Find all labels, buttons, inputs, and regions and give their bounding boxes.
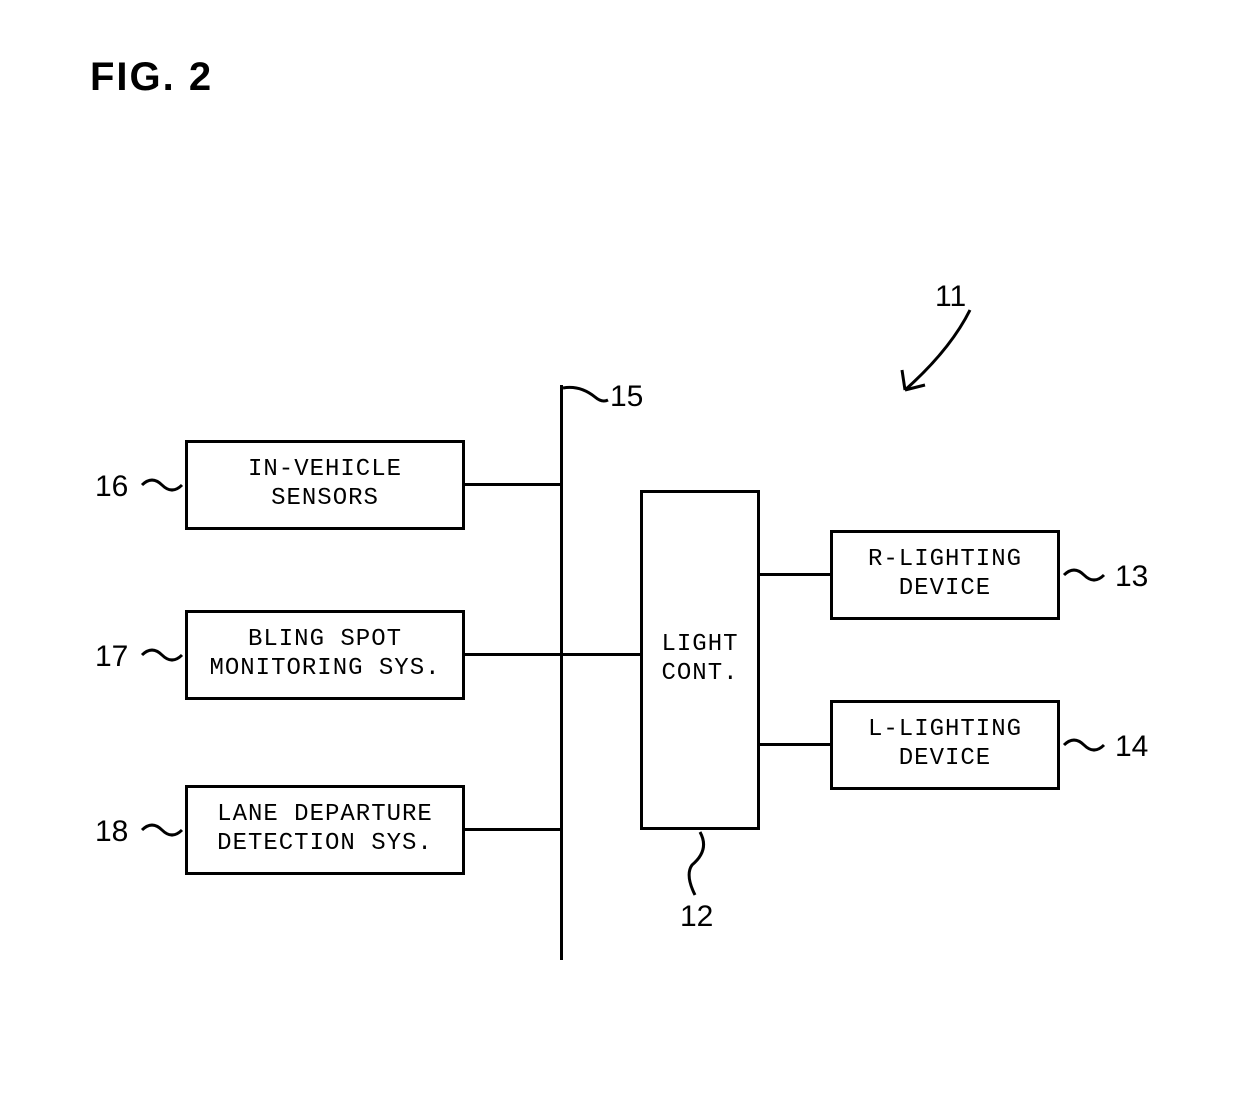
conn-bus-cont (560, 653, 640, 656)
tilde-13 (1062, 565, 1110, 585)
conn-sensors-bus (465, 483, 563, 486)
block-in-vehicle-sensors: IN-VEHICLESENSORS (185, 440, 465, 530)
curve-12 (680, 830, 720, 900)
label-18: 18 (95, 815, 128, 849)
conn-cont-l (760, 743, 830, 746)
label-13: 13 (1115, 560, 1148, 594)
block-l-lighting: L-LIGHTINGDEVICE (830, 700, 1060, 790)
block-lane-departure: LANE DEPARTUREDETECTION SYS. (185, 785, 465, 875)
bus-line (560, 385, 563, 960)
arrow-11 (880, 300, 990, 410)
label-17: 17 (95, 640, 128, 674)
block-blind-spot: BLING SPOTMONITORING SYS. (185, 610, 465, 700)
tilde-17 (140, 645, 188, 665)
label-14: 14 (1115, 730, 1148, 764)
block-light-cont: LIGHTCONT. (640, 490, 760, 830)
curve-15 (560, 385, 620, 415)
label-12: 12 (680, 900, 713, 934)
label-16: 16 (95, 470, 128, 504)
tilde-18 (140, 820, 188, 840)
conn-lane-bus (465, 828, 563, 831)
block-r-lighting: R-LIGHTINGDEVICE (830, 530, 1060, 620)
figure-title: FIG. 2 (90, 55, 213, 100)
conn-cont-r (760, 573, 830, 576)
conn-blind-bus (465, 653, 563, 656)
tilde-14 (1062, 735, 1110, 755)
tilde-16 (140, 475, 188, 495)
